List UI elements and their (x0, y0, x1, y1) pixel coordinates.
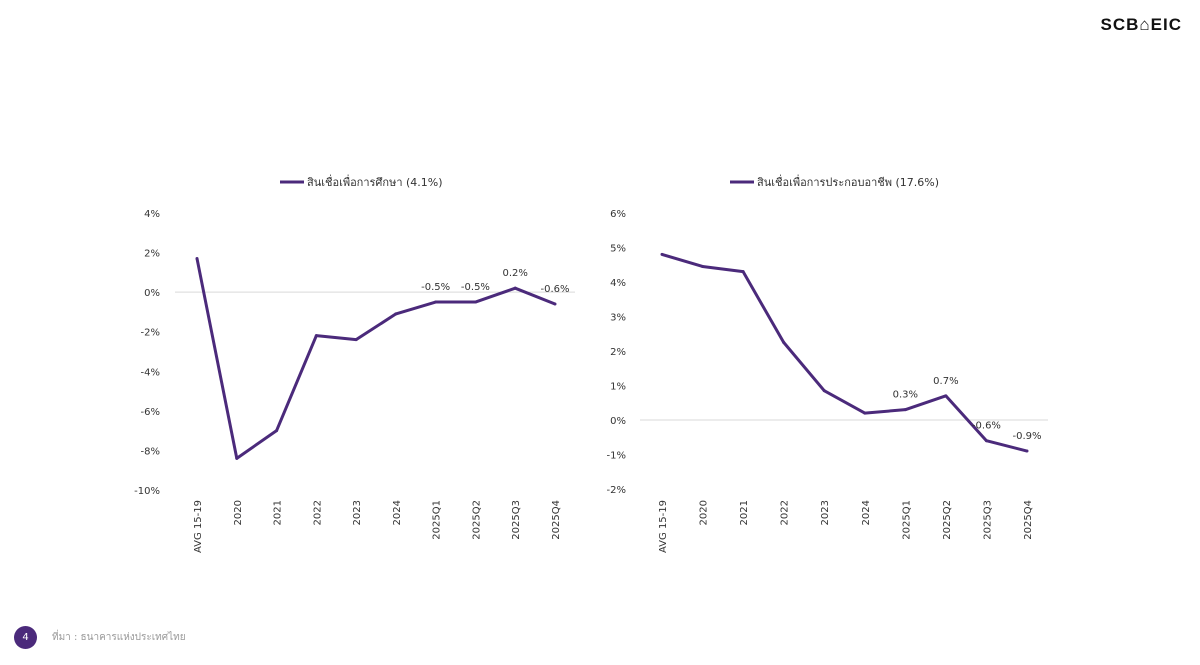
data-point (660, 252, 664, 256)
x-tick-label: 2024 (392, 500, 403, 525)
data-label: -0.5% (461, 282, 490, 293)
data-label: -0.9% (1012, 431, 1041, 442)
x-tick-label: 2020 (699, 500, 710, 525)
x-tick-label: 2024 (861, 500, 872, 525)
x-tick-label: 2025Q4 (551, 500, 562, 540)
y-tick-label: -2% (607, 485, 626, 496)
y-tick-label: 3% (610, 313, 626, 324)
legend-label: สินเชื่อเพื่อการศึกษา (4.1%) (307, 174, 443, 189)
data-label: -0.6% (540, 284, 569, 295)
data-point (314, 334, 318, 338)
data-label: -0.6% (972, 421, 1001, 432)
y-tick-label: -8% (141, 446, 160, 457)
data-point (863, 411, 867, 415)
source-note: ที่มา : ธนาคารแห่งประเทศไทย (52, 632, 186, 643)
data-point (944, 394, 948, 398)
y-tick-label: 4% (610, 278, 626, 289)
x-tick-label: 2025Q2 (471, 500, 482, 540)
x-tick-label: 2025Q4 (1023, 500, 1034, 540)
scb-eic-logo: SCB⌂EIC (1100, 15, 1182, 34)
x-tick-label: 2025Q1 (432, 500, 443, 540)
x-tick-label: 2025Q1 (901, 500, 912, 540)
data-point (903, 408, 907, 412)
x-tick-label: 2025Q2 (942, 500, 953, 540)
data-point (741, 270, 745, 274)
x-tick-label: 2025Q3 (982, 500, 993, 540)
data-point (354, 338, 358, 342)
data-point (553, 302, 557, 306)
y-tick-label: 5% (610, 244, 626, 255)
data-point (394, 312, 398, 316)
x-tick-label: 2021 (273, 500, 284, 525)
page-number: 4 (14, 626, 37, 649)
x-tick-label: 2023 (352, 500, 363, 525)
x-tick-label: AVG 15-19 (658, 500, 669, 553)
x-tick-label: 2020 (233, 500, 244, 525)
x-tick-label: 2023 (820, 500, 831, 525)
y-tick-label: -6% (141, 407, 160, 418)
y-tick-label: 0% (610, 416, 626, 427)
y-tick-label: -4% (141, 367, 160, 378)
x-tick-label: AVG 15-19 (193, 500, 204, 553)
data-label: 0.2% (503, 268, 528, 279)
y-tick-label: -2% (141, 328, 160, 339)
data-label: 0.7% (933, 376, 958, 387)
x-tick-label: 2022 (312, 500, 323, 525)
x-tick-label: 2025Q3 (511, 500, 522, 540)
data-label: 0.3% (893, 390, 918, 401)
x-tick-label: 2022 (780, 500, 791, 525)
y-tick-label: 0% (144, 288, 160, 299)
series-line (661, 252, 1028, 453)
y-tick-label: 6% (610, 209, 626, 220)
data-point (473, 300, 477, 304)
y-tick-label: -10% (134, 486, 160, 497)
data-point (782, 340, 786, 344)
data-point (275, 429, 279, 433)
data-label: -0.5% (421, 282, 450, 293)
data-point (513, 286, 517, 290)
data-point (235, 456, 239, 460)
data-point (434, 300, 438, 304)
data-point (822, 389, 826, 393)
y-tick-label: 2% (144, 249, 160, 260)
data-point (701, 264, 705, 268)
data-point (984, 439, 988, 443)
y-tick-label: 1% (610, 382, 626, 393)
y-tick-label: 2% (610, 347, 626, 358)
data-point (195, 257, 199, 261)
y-tick-label: 4% (144, 209, 160, 220)
legend-label: สินเชื่อเพื่อการประกอบอาชีพ (17.6%) (757, 174, 939, 189)
series-line (195, 258, 556, 460)
data-point (1025, 449, 1029, 453)
y-tick-label: -1% (607, 451, 626, 462)
x-tick-label: 2021 (739, 500, 750, 525)
